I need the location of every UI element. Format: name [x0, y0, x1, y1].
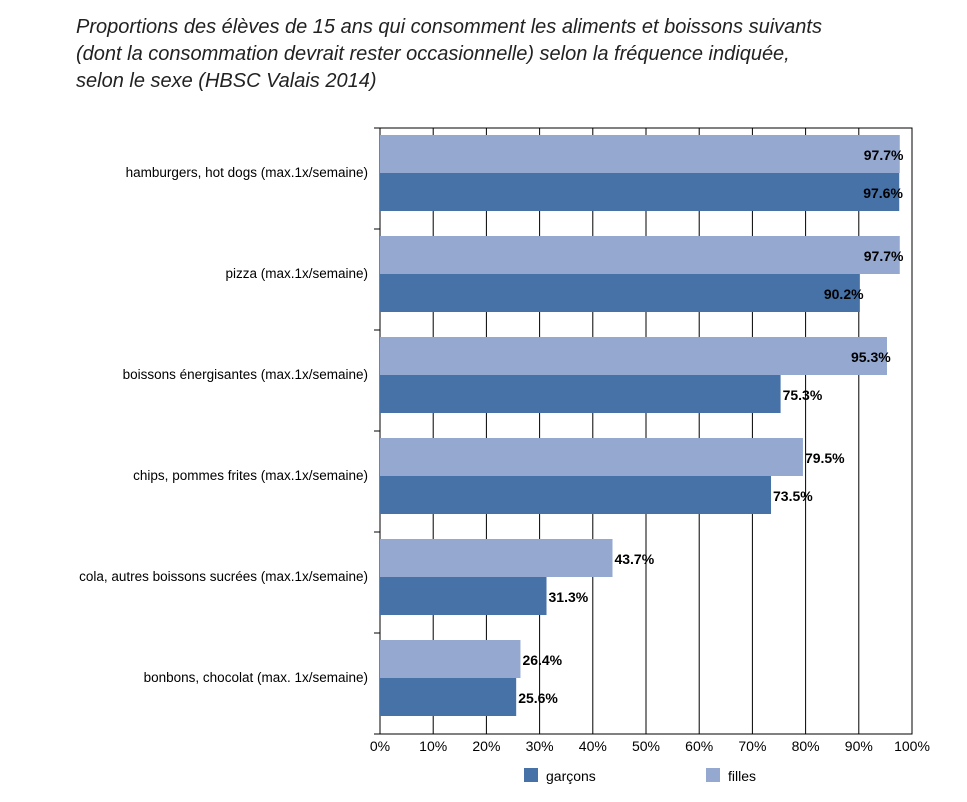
bar-filles: [380, 236, 900, 274]
category-label: cola, autres boissons sucrées (max.1x/se…: [79, 569, 368, 584]
x-tick-label: 90%: [845, 738, 873, 754]
bar-garcons: [380, 678, 517, 716]
chart-title-line-3: selon le sexe (HBSC Valais 2014): [76, 70, 377, 92]
x-tick-label: 30%: [526, 738, 554, 754]
x-tick-label: 40%: [579, 738, 607, 754]
chart-title-line-2: (dont la consommation devrait rester occ…: [76, 43, 790, 65]
bar-filles: [380, 337, 887, 375]
data-label-garcons: 90.2%: [824, 286, 864, 302]
x-tick-label: 60%: [685, 738, 713, 754]
bar-filles: [380, 438, 803, 476]
data-label-filles: 79.5%: [805, 450, 845, 466]
bar-filles: [380, 539, 613, 577]
x-tick-label: 80%: [792, 738, 820, 754]
bar-filles: [380, 640, 521, 678]
data-label-garcons: 97.6%: [863, 185, 903, 201]
data-label-filles: 97.7%: [864, 147, 904, 163]
category-label: chips, pommes frites (max.1x/semaine): [133, 468, 368, 483]
bar-garcons: [380, 274, 860, 312]
legend-swatch-garcons: [524, 768, 538, 782]
bar-filles: [380, 135, 900, 173]
data-label-garcons: 75.3%: [783, 387, 823, 403]
category-label: boissons énergisantes (max.1x/semaine): [123, 367, 368, 382]
category-label: hamburgers, hot dogs (max.1x/semaine): [126, 165, 368, 180]
x-tick-label: 0%: [370, 738, 390, 754]
bar-garcons: [380, 173, 900, 211]
x-tick-label: 20%: [472, 738, 500, 754]
x-tick-label: 50%: [632, 738, 660, 754]
chart-title-line-1: Proportions des élèves de 15 ans qui con…: [76, 16, 822, 38]
chart-title: Proportions des élèves de 15 ans qui con…: [76, 14, 956, 95]
x-tick-label: 70%: [738, 738, 766, 754]
data-label-filles: 26.4%: [522, 652, 562, 668]
bar-garcons: [380, 577, 547, 615]
data-label-garcons: 73.5%: [773, 488, 813, 504]
data-label-filles: 43.7%: [614, 551, 654, 567]
legend-swatch-filles: [706, 768, 720, 782]
data-label-garcons: 31.3%: [549, 589, 589, 605]
category-label: pizza (max.1x/semaine): [225, 266, 368, 281]
legend-label-filles: filles: [728, 768, 756, 784]
data-label-garcons: 25.6%: [518, 690, 558, 706]
x-tick-label: 100%: [894, 738, 930, 754]
data-label-filles: 95.3%: [851, 349, 891, 365]
bar-garcons: [380, 375, 781, 413]
legend-label-garcons: garçons: [546, 768, 596, 784]
data-label-filles: 97.7%: [864, 248, 904, 264]
x-tick-label: 10%: [419, 738, 447, 754]
category-label: bonbons, chocolat (max. 1x/semaine): [144, 670, 368, 685]
bar-garcons: [380, 476, 772, 514]
